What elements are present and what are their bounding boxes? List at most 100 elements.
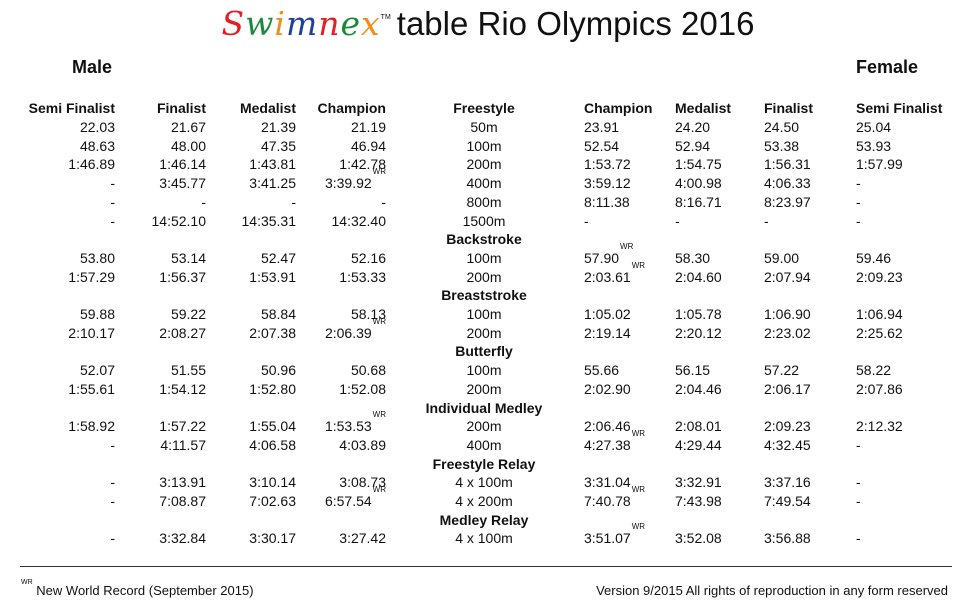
female-time-value: 57.22 [764,362,800,379]
event-row: -3:32.84 3:30.17 3:27.42 4 x 100m 3:51.07WR 3… [0,523,976,548]
male-time-value: 52.16 [350,249,386,266]
event-row: 1:55.61 1:54.12 1:52.80 1:52.08 200m 2:02.90 2… [0,380,976,399]
male-time: - [186,193,296,212]
female-time: 1:05.78 [675,305,785,324]
female-time-value: 8:11.38 [584,193,630,210]
female-time: - [856,193,966,212]
female-time: 52.54 [584,137,694,156]
wr-mark: WR [372,410,386,420]
female-time: 59.00 [764,249,874,268]
male-time-value: 3:30.17 [249,530,296,547]
female-time-value: 59.46 [856,249,892,266]
male-time: 1:55.04 [186,417,296,436]
brand-letter: S [221,4,246,43]
female-time: - [856,436,966,455]
female-time: 3:31.04 [584,473,694,492]
female-time-value: 1:53.72 [584,156,631,173]
title-text: table Rio Olympics 2016 [396,5,755,42]
female-time-value: 2:25.62 [856,324,903,341]
male-time-value: 14:52.10 [151,212,207,229]
brand-letter: e [340,4,362,43]
female-time: 2:04.46 [675,380,785,399]
female-time: 1:54.75 [675,155,785,174]
female-time: 3:59.12 [584,174,694,193]
male-time: 3:45.77 [96,174,206,193]
male-time: 1:57.22 [96,417,206,436]
female-time: - [856,473,966,492]
male-time-value: - [110,212,115,229]
female-time: 55.66 [584,361,694,380]
female-time-value: 1:05.02 [584,306,631,322]
female-time: 53.38 [764,137,874,156]
event-distance: 100m [404,305,564,324]
wr-note: New World Record (September 2015) [36,583,254,598]
female-time-value: 23.91 [584,119,620,135]
female-heading: Female [856,57,919,77]
female-time-value: 4:32.45 [764,436,811,453]
wr-mark: WR [372,485,386,494]
male-time: 1:53.91 [186,268,296,287]
female-time: 2:12.32 [856,417,966,436]
male-time: 21.39 [186,118,296,137]
female-time: 3:37.16 [764,473,874,492]
female-time-value: 56.15 [675,362,711,379]
male-time-value: 1:55.04 [249,418,296,435]
female-time: 59.46 [856,249,966,268]
female-time-value: 1:05.78 [675,306,722,322]
stroke-header-value: Freestyle [453,100,515,116]
male-time-value: 21.67 [170,119,206,135]
female-time-value: 1:06.90 [764,306,811,322]
male-time-value: 52.47 [260,249,296,266]
male-time: - [5,492,115,511]
female-time-value: 4:06.33 [764,175,811,192]
female-time-value: 1:54.75 [675,156,722,173]
event-row: 52.07 51.55 50.96 50.68 100m 55.66 56.15 57.22 5… [0,361,976,380]
male-time: - [5,473,115,492]
female-column-header-value: Finalist [764,100,814,116]
column-header-row: Semi Finalist Finalist Medalist Champion Fre… [0,99,976,118]
male-time-value: - [110,530,115,547]
female-time: 1:05.02 [584,305,694,324]
male-time-value: 2:07.38 [249,324,296,341]
male-time-value: 48.63 [79,137,115,154]
female-column-header-value: Medalist [675,100,732,116]
female-time-value: 4:29.44 [675,436,722,453]
female-time-value: 8:16.71 [675,193,722,210]
event-distance: 100m [404,249,564,268]
event-row: 1:46.89 1:46.14 1:43.81 1:42.78 200m 1:53.72 1… [0,155,976,174]
male-time-value: 1:55.61 [68,380,115,397]
female-time-value: 2:06.17 [764,380,811,397]
male-time: 48.00 [96,137,206,156]
male-time: - [5,193,115,212]
female-time: 4:29.44 [675,436,785,455]
male-time: 48.63 [5,137,115,156]
male-time-value: 3:39.92 [324,175,372,192]
event-distance-value: 4 x 200m [455,493,513,509]
male-time-value: 4:11.57 [160,436,206,453]
female-time: 8:23.97 [764,193,874,212]
female-time-value: 1:56.31 [764,156,811,173]
female-time-value: - [584,212,589,229]
female-time: 2:09.23 [856,268,966,287]
male-time-value: 1:57.22 [159,418,206,435]
male-time: 47.35 [186,137,296,156]
female-time-value: - [856,212,861,229]
female-time: 2:02.90 [584,380,694,399]
female-time-value: 3:32.91 [675,474,722,491]
female-time: 53.93 [856,137,966,156]
female-column-header: Champion [584,99,694,118]
event-row: -7:08.87 7:02.63 6:57.54WR 4 x 200m 7:40.78W… [0,486,976,511]
female-column-header: Finalist [764,99,874,118]
version-note: Version 9/2015 All rights of reproductio… [596,583,948,598]
male-time-value: 1:52.08 [339,380,386,397]
female-time: 1:53.72 [584,155,694,174]
male-time: 3:08.73 [276,473,386,492]
male-time-value: 6:57.54 [324,493,372,509]
male-time: 2:07.38 [186,324,296,343]
male-time-value: 21.19 [350,119,386,135]
male-time: 50.68 [276,361,386,380]
stroke-category-value: Medley Relay [439,511,529,528]
male-time: 1:53.33 [276,268,386,287]
female-time: 58.22 [856,361,966,380]
trademark-mark: TM [380,14,391,21]
